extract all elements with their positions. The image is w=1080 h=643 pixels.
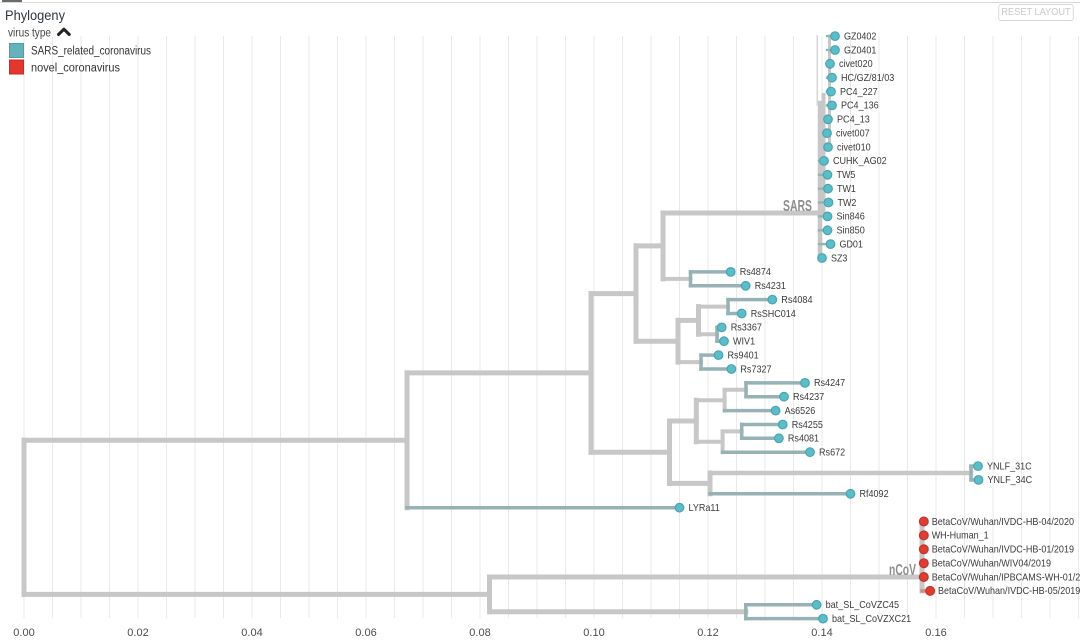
svg-text:0.14: 0.14 <box>811 627 832 639</box>
svg-text:0.08: 0.08 <box>469 627 490 639</box>
svg-text:nCoV: nCoV <box>889 562 916 579</box>
svg-text:SZ3: SZ3 <box>831 252 848 264</box>
svg-text:CUHK_AG02: CUHK_AG02 <box>833 155 887 167</box>
svg-text:Rs4237: Rs4237 <box>793 391 824 403</box>
svg-text:0.02: 0.02 <box>127 627 148 639</box>
svg-text:Sin850: Sin850 <box>837 225 865 237</box>
svg-text:Rs7327: Rs7327 <box>740 363 771 375</box>
svg-text:Rs4084: Rs4084 <box>781 294 812 306</box>
svg-text:BetaCoV/Wuhan/IVDC-HB-04/2020: BetaCoV/Wuhan/IVDC-HB-04/2020 <box>932 516 1074 528</box>
svg-text:BetaCoV/Wuhan/IPBCAMS-WH-01/20: BetaCoV/Wuhan/IPBCAMS-WH-01/2019 <box>932 571 1080 583</box>
svg-text:Phylogeny: Phylogeny <box>5 7 65 23</box>
svg-text:BetaCoV/Wuhan/IVDC-HB-05/2019: BetaCoV/Wuhan/IVDC-HB-05/2019 <box>938 585 1080 597</box>
svg-text:Rs4874: Rs4874 <box>740 266 771 278</box>
svg-text:YNLF_34C: YNLF_34C <box>988 474 1033 486</box>
svg-text:civet010: civet010 <box>837 141 871 153</box>
svg-text:WH-Human_1: WH-Human_1 <box>932 530 989 542</box>
svg-text:0.12: 0.12 <box>697 627 718 639</box>
svg-text:BetaCoV/Wuhan/WIV04/2019: BetaCoV/Wuhan/WIV04/2019 <box>932 558 1051 570</box>
svg-text:0.16: 0.16 <box>925 627 946 639</box>
svg-text:PC4_227: PC4_227 <box>840 86 878 98</box>
svg-text:SARS_related_coronavirus: SARS_related_coronavirus <box>31 46 151 58</box>
svg-text:PC4_13: PC4_13 <box>837 114 870 126</box>
svg-text:YNLF_31C: YNLF_31C <box>987 460 1032 472</box>
svg-text:As6526: As6526 <box>785 405 816 417</box>
svg-text:Rs4231: Rs4231 <box>755 280 786 292</box>
svg-text:virus type: virus type <box>8 28 51 40</box>
svg-text:novel_coronavirus: novel_coronavirus <box>31 63 120 75</box>
svg-text:civet007: civet007 <box>836 128 870 140</box>
svg-text:Rs672: Rs672 <box>819 447 845 459</box>
svg-text:Rs9401: Rs9401 <box>728 349 759 361</box>
svg-text:WIV1: WIV1 <box>733 336 755 348</box>
svg-text:PC4_136: PC4_136 <box>841 100 879 112</box>
svg-text:Rf4092: Rf4092 <box>860 488 889 500</box>
svg-text:GZ0401: GZ0401 <box>844 44 877 56</box>
svg-text:GD01: GD01 <box>840 238 864 250</box>
svg-text:Rs4255: Rs4255 <box>792 419 823 431</box>
svg-text:civet020: civet020 <box>839 58 873 70</box>
svg-text:GZ0402: GZ0402 <box>844 30 877 42</box>
svg-text:TW5: TW5 <box>837 169 856 181</box>
svg-text:Sin846: Sin846 <box>837 211 865 223</box>
svg-text:BetaCoV/Wuhan/IVDC-HB-01/2019: BetaCoV/Wuhan/IVDC-HB-01/2019 <box>932 544 1074 556</box>
svg-text:0.10: 0.10 <box>583 627 604 639</box>
svg-text:LYRa11: LYRa11 <box>689 502 720 514</box>
svg-text:Rs4081: Rs4081 <box>788 433 819 445</box>
svg-text:0.00: 0.00 <box>13 627 34 639</box>
svg-text:HC/GZ/81/03: HC/GZ/81/03 <box>841 72 894 84</box>
svg-text:Rs3367: Rs3367 <box>731 322 762 334</box>
svg-text:SARS: SARS <box>783 198 812 215</box>
svg-text:0.04: 0.04 <box>241 627 262 639</box>
svg-text:bat_SL_CoVZC45: bat_SL_CoVZC45 <box>826 599 900 611</box>
svg-text:TW2: TW2 <box>838 197 857 209</box>
svg-text:0.06: 0.06 <box>355 627 376 639</box>
svg-text:bat_SL_CoVZXC21: bat_SL_CoVZXC21 <box>832 613 911 625</box>
svg-text:TW1: TW1 <box>837 183 856 195</box>
svg-text:RsSHC014: RsSHC014 <box>751 308 796 320</box>
svg-text:Rs4247: Rs4247 <box>814 377 845 389</box>
